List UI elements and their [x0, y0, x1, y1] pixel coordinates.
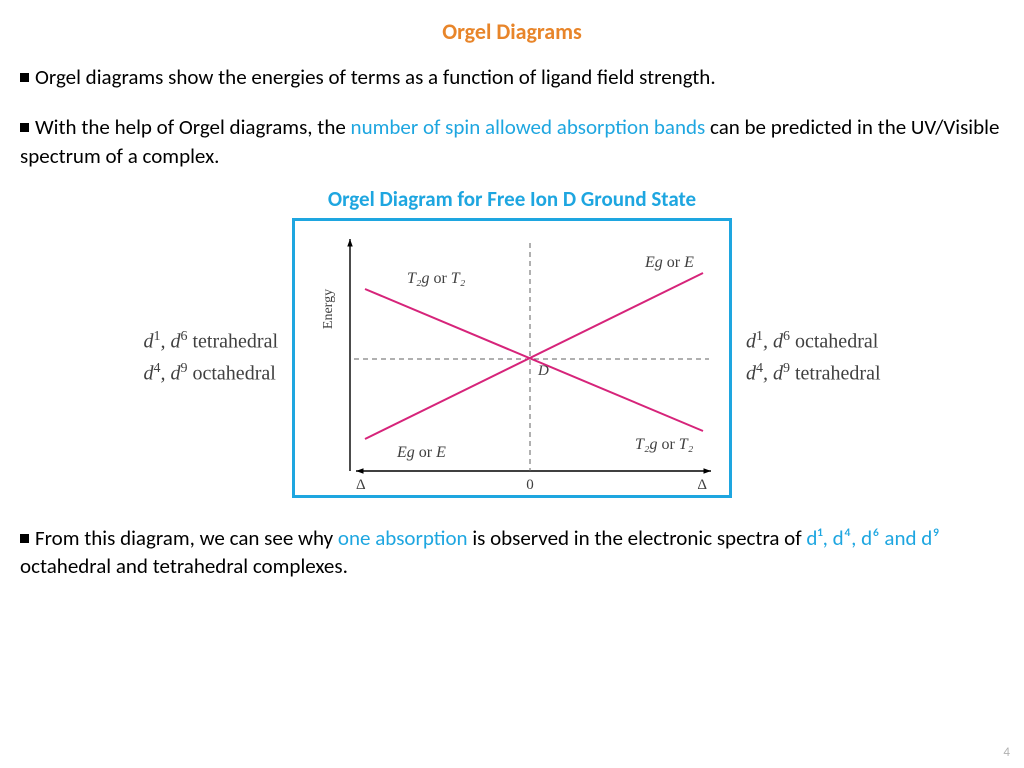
bullet-3-highlight-2: d¹, d⁴, d⁶ and d⁹ — [806, 525, 939, 551]
bullet-2-highlight: number of spin allowed absorption bands — [351, 114, 706, 140]
right-config-labels: d1, d6 octahedral d4, d9 tetrahedral — [746, 326, 881, 389]
bullet-3: From this diagram, we can see why one ab… — [18, 524, 1006, 581]
left-label-line1: d1, d6 tetrahedral — [144, 326, 279, 358]
right-label-line1: d1, d6 octahedral — [746, 326, 881, 358]
bullet-1-text: Orgel diagrams show the energies of term… — [35, 64, 716, 90]
left-config-labels: d1, d6 tetrahedral d4, d9 octahedral — [144, 326, 279, 389]
bullet-3-highlight-1: one absorption — [338, 525, 468, 551]
bullet-2-text-a: With the help of Orgel diagrams, the — [35, 114, 351, 140]
bullet-list: Orgel diagrams show the energies of term… — [18, 63, 1006, 170]
bullet-3-text-b: is observed in the electronic spectra of — [468, 525, 807, 551]
svg-text:D: D — [537, 363, 549, 379]
svg-text:Δ: Δ — [697, 477, 707, 493]
bullet-marker — [20, 123, 29, 132]
bullet-3-text-c: octahedral and tetrahedral complexes. — [20, 553, 348, 579]
bullet-marker — [20, 73, 29, 82]
bullet-3-text-a: From this diagram, we can see why — [35, 525, 338, 551]
left-label-line2: d4, d9 octahedral — [144, 358, 279, 390]
bullet-marker — [20, 534, 29, 543]
svg-text:Energy: Energy — [321, 289, 336, 329]
bullet-list-bottom: From this diagram, we can see why one ab… — [18, 524, 1006, 581]
svg-text:T₂g or T₂: T₂g or T₂ — [407, 270, 466, 287]
orgel-svg: Energy T₂g or T₂ T₂g or T₂ Eg or E Eg or E D Δ… — [295, 221, 729, 495]
svg-text:0: 0 — [526, 477, 534, 493]
page-number: 4 — [1003, 745, 1010, 760]
svg-text:Δ: Δ — [356, 477, 366, 493]
bullet-1: Orgel diagrams show the energies of term… — [18, 63, 1006, 91]
figure-container: Orgel Diagram for Free Ion D Ground Stat… — [18, 186, 1006, 498]
slide-title: Orgel Diagrams — [18, 18, 1006, 45]
svg-text:Eg or E: Eg or E — [644, 254, 694, 271]
svg-text:T₂g or T₂: T₂g or T₂ — [635, 436, 694, 453]
orgel-diagram: Energy T₂g or T₂ T₂g or T₂ Eg or E Eg or E D Δ… — [292, 218, 732, 498]
svg-text:Eg or E: Eg or E — [396, 444, 446, 461]
bullet-2: With the help of Orgel diagrams, the num… — [18, 113, 1006, 170]
figure-title: Orgel Diagram for Free Ion D Ground Stat… — [328, 186, 696, 212]
right-label-line2: d4, d9 tetrahedral — [746, 358, 881, 390]
figure-row: d1, d6 tetrahedral d4, d9 octahedral Ene… — [144, 218, 881, 498]
